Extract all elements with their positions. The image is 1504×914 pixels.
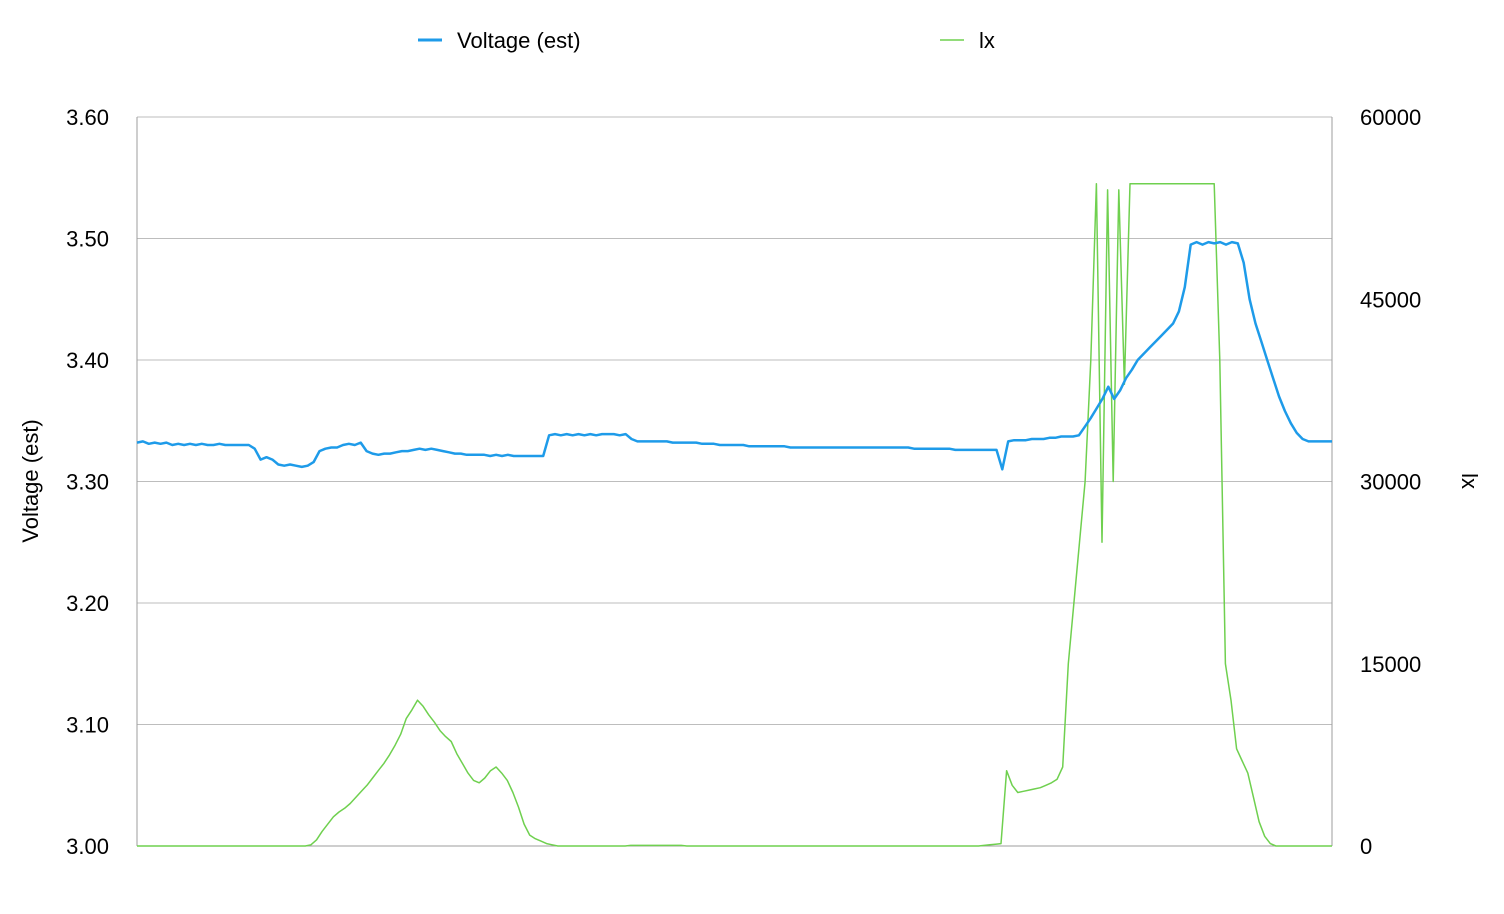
series-line-voltage: [136, 240, 1332, 471]
y-tick-label-right: 60000: [1360, 105, 1421, 130]
y-tick-label-left: 3.60: [66, 105, 109, 130]
y-axis-title-left: Voltage (est): [18, 419, 43, 543]
y-tick-label-left: 3.30: [66, 470, 109, 495]
y-axis-title-right: lx: [1457, 473, 1482, 489]
series-line-lx: [137, 183, 1332, 847]
legend-label-voltage: Voltage (est): [457, 28, 581, 53]
y-tick-label-right: 15000: [1360, 652, 1421, 677]
legend: Voltage (est) lx: [418, 28, 995, 53]
grid-lines: [137, 116, 1332, 847]
y-tick-label-right: 45000: [1360, 287, 1421, 312]
y-tick-label-left: 3.20: [66, 591, 109, 616]
y-tick-label-left: 3.40: [66, 348, 109, 373]
y-tick-label-left: 3.10: [66, 713, 109, 738]
y-tick-label-left: 3.50: [66, 227, 109, 252]
y-tick-label-right: 0: [1360, 834, 1372, 859]
tick-labels: 3.00 3.10 3.20 3.30 3.40 3.50 3.60 0 15000 30000 4…: [66, 105, 1421, 859]
series-lines: [136, 183, 1332, 847]
legend-label-lx: lx: [979, 28, 995, 53]
y-tick-label-left: 3.00: [66, 834, 109, 859]
y-tick-label-right: 30000: [1360, 470, 1421, 495]
